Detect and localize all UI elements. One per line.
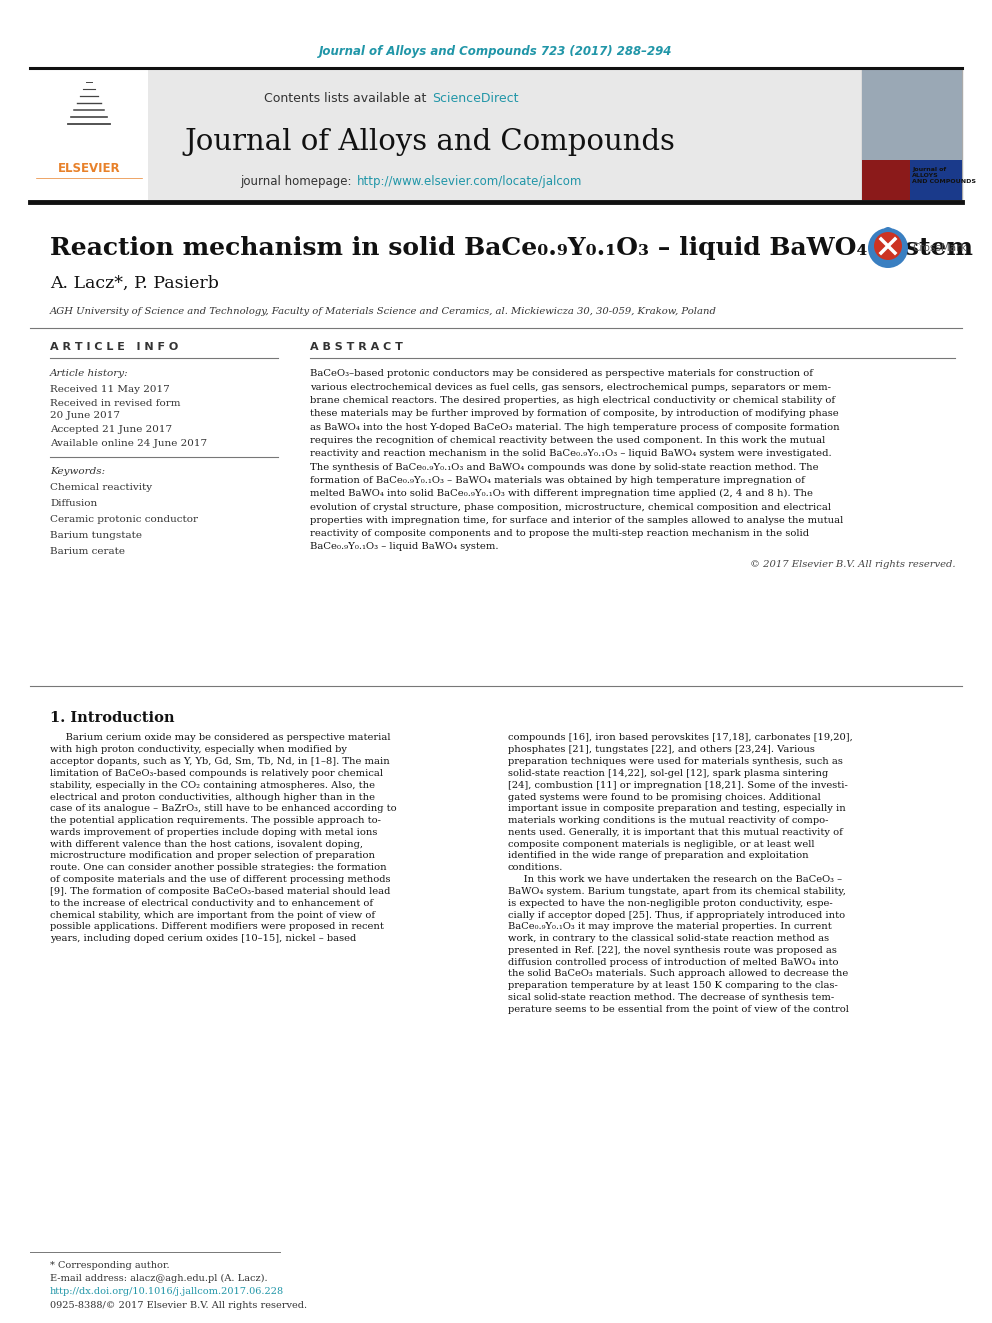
- Text: conditions.: conditions.: [508, 864, 563, 872]
- Text: journal homepage:: journal homepage:: [240, 176, 355, 188]
- Text: AGH University of Science and Technology, Faculty of Materials Science and Ceram: AGH University of Science and Technology…: [50, 307, 717, 316]
- Text: chemical stability, which are important from the point of view of: chemical stability, which are important …: [50, 910, 375, 919]
- Text: 20 June 2017: 20 June 2017: [50, 411, 120, 421]
- Text: preparation techniques were used for materials synthesis, such as: preparation techniques were used for mat…: [508, 757, 843, 766]
- Circle shape: [874, 232, 902, 261]
- Text: brane chemical reactors. The desired properties, as high electrical conductivity: brane chemical reactors. The desired pro…: [310, 396, 835, 405]
- Text: case of its analogue – BaZrO₃, still have to be enhanced according to: case of its analogue – BaZrO₃, still hav…: [50, 804, 397, 814]
- Text: work, in contrary to the classical solid-state reaction method as: work, in contrary to the classical solid…: [508, 934, 829, 943]
- Text: with high proton conductivity, especially when modified by: with high proton conductivity, especiall…: [50, 745, 347, 754]
- Text: Keywords:: Keywords:: [50, 467, 105, 476]
- Text: BaWO₄ system. Barium tungstate, apart from its chemical stability,: BaWO₄ system. Barium tungstate, apart fr…: [508, 886, 846, 896]
- Text: gated systems were found to be promising choices. Additional: gated systems were found to be promising…: [508, 792, 820, 802]
- Text: Diffusion: Diffusion: [50, 500, 97, 508]
- Text: possible applications. Different modifiers were proposed in recent: possible applications. Different modifie…: [50, 922, 384, 931]
- Text: Barium cerate: Barium cerate: [50, 548, 125, 557]
- Text: electrical and proton conductivities, although higher than in the: electrical and proton conductivities, al…: [50, 792, 375, 802]
- Text: properties with impregnation time, for surface and interior of the samples allow: properties with impregnation time, for s…: [310, 516, 843, 525]
- Text: these materials may be further improved by formation of composite, by introducti: these materials may be further improved …: [310, 409, 839, 418]
- Text: Barium cerium oxide may be considered as perspective material: Barium cerium oxide may be considered as…: [50, 733, 391, 742]
- Text: Journal of Alloys and Compounds: Journal of Alloys and Compounds: [185, 128, 676, 156]
- Text: cially if acceptor doped [25]. Thus, if appropriately introduced into: cially if acceptor doped [25]. Thus, if …: [508, 910, 845, 919]
- Text: diffusion controlled process of introduction of melted BaWO₄ into: diffusion controlled process of introduc…: [508, 958, 838, 967]
- Text: perature seems to be essential from the point of view of the control: perature seems to be essential from the …: [508, 1005, 849, 1013]
- Text: the solid BaCeO₃ materials. Such approach allowed to decrease the: the solid BaCeO₃ materials. Such approac…: [508, 970, 848, 979]
- Text: A B S T R A C T: A B S T R A C T: [310, 343, 403, 352]
- Text: * Corresponding author.: * Corresponding author.: [50, 1261, 170, 1270]
- Text: melted BaWO₄ into solid BaCe₀.₉Y₀.₁O₃ with different impregnation time applied (: melted BaWO₄ into solid BaCe₀.₉Y₀.₁O₃ wi…: [310, 490, 813, 499]
- Bar: [862, 67, 962, 160]
- Bar: [862, 160, 910, 200]
- Text: to the increase of electrical conductivity and to enhancement of: to the increase of electrical conductivi…: [50, 898, 373, 908]
- Text: The synthesis of BaCe₀.₉Y₀.₁O₃ and BaWO₄ compounds was done by solid-state react: The synthesis of BaCe₀.₉Y₀.₁O₃ and BaWO₄…: [310, 463, 818, 471]
- Text: evolution of crystal structure, phase composition, microstructure, chemical comp: evolution of crystal structure, phase co…: [310, 503, 831, 512]
- Circle shape: [868, 228, 908, 269]
- Text: reactivity and reaction mechanism in the solid BaCe₀.₉Y₀.₁O₃ – liquid BaWO₄ syst: reactivity and reaction mechanism in the…: [310, 450, 831, 458]
- Text: presented in Ref. [22], the novel synthesis route was proposed as: presented in Ref. [22], the novel synthe…: [508, 946, 837, 955]
- Text: the potential application requirements. The possible approach to-: the potential application requirements. …: [50, 816, 381, 826]
- Bar: [30, 67, 862, 200]
- Bar: [910, 160, 962, 200]
- Text: Contents lists available at: Contents lists available at: [264, 91, 430, 105]
- Text: 1. Introduction: 1. Introduction: [50, 710, 175, 725]
- Text: limitation of BaCeO₃-based compounds is relatively poor chemical: limitation of BaCeO₃-based compounds is …: [50, 769, 383, 778]
- Text: materials working conditions is the mutual reactivity of compo-: materials working conditions is the mutu…: [508, 816, 828, 826]
- Bar: [30, 67, 148, 200]
- Text: 0925-8388/© 2017 Elsevier B.V. All rights reserved.: 0925-8388/© 2017 Elsevier B.V. All right…: [50, 1301, 308, 1310]
- Text: microstructure modification and proper selection of preparation: microstructure modification and proper s…: [50, 852, 375, 860]
- Text: various electrochemical devices as fuel cells, gas sensors, electrochemical pump: various electrochemical devices as fuel …: [310, 382, 831, 392]
- Text: solid-state reaction [14,22], sol-gel [12], spark plasma sintering: solid-state reaction [14,22], sol-gel [1…: [508, 769, 828, 778]
- Text: Reaction mechanism in solid BaCe₀.₉Y₀.₁O₃ – liquid BaWO₄ system: Reaction mechanism in solid BaCe₀.₉Y₀.₁O…: [50, 235, 973, 261]
- Text: http://dx.doi.org/10.1016/j.jallcom.2017.06.228: http://dx.doi.org/10.1016/j.jallcom.2017…: [50, 1287, 284, 1297]
- Text: identified in the wide range of preparation and exploitation: identified in the wide range of preparat…: [508, 852, 808, 860]
- Text: ScienceDirect: ScienceDirect: [432, 91, 519, 105]
- Text: requires the recognition of chemical reactivity between the used component. In t: requires the recognition of chemical rea…: [310, 437, 825, 445]
- Text: In this work we have undertaken the research on the BaCeO₃ –: In this work we have undertaken the rese…: [508, 875, 842, 884]
- Text: Journal of Alloys and Compounds 723 (2017) 288–294: Journal of Alloys and Compounds 723 (201…: [319, 45, 673, 58]
- Text: Chemical reactivity: Chemical reactivity: [50, 483, 152, 492]
- Text: acceptor dopants, such as Y, Yb, Gd, Sm, Tb, Nd, in [1–8]. The main: acceptor dopants, such as Y, Yb, Gd, Sm,…: [50, 757, 390, 766]
- Text: CrossMark: CrossMark: [912, 243, 966, 253]
- Text: Received 11 May 2017: Received 11 May 2017: [50, 385, 170, 393]
- Text: composite component materials is negligible, or at least well: composite component materials is negligi…: [508, 840, 814, 848]
- Text: wards improvement of properties include doping with metal ions: wards improvement of properties include …: [50, 828, 377, 837]
- Text: sical solid-state reaction method. The decrease of synthesis tem-: sical solid-state reaction method. The d…: [508, 994, 834, 1002]
- Text: of composite materials and the use of different processing methods: of composite materials and the use of di…: [50, 875, 391, 884]
- Text: compounds [16], iron based perovskites [17,18], carbonates [19,20],: compounds [16], iron based perovskites […: [508, 733, 853, 742]
- Text: with different valence than the host cations, isovalent doping,: with different valence than the host cat…: [50, 840, 363, 848]
- Text: as BaWO₄ into the host Y-doped BaCeO₃ material. The high temperature process of : as BaWO₄ into the host Y-doped BaCeO₃ ma…: [310, 423, 839, 431]
- Text: E-mail address: alacz@agh.edu.pl (A. Lacz).: E-mail address: alacz@agh.edu.pl (A. Lac…: [50, 1274, 268, 1282]
- Text: A R T I C L E   I N F O: A R T I C L E I N F O: [50, 343, 179, 352]
- Text: ELSEVIER: ELSEVIER: [58, 161, 120, 175]
- Circle shape: [883, 228, 893, 237]
- Text: phosphates [21], tungstates [22], and others [23,24]. Various: phosphates [21], tungstates [22], and ot…: [508, 745, 814, 754]
- Text: Available online 24 June 2017: Available online 24 June 2017: [50, 439, 207, 448]
- Text: important issue in composite preparation and testing, especially in: important issue in composite preparation…: [508, 804, 846, 814]
- Text: Journal of
ALLOYS
AND COMPOUNDS: Journal of ALLOYS AND COMPOUNDS: [912, 167, 976, 184]
- Text: nents used. Generally, it is important that this mutual reactivity of: nents used. Generally, it is important t…: [508, 828, 843, 837]
- Text: Accepted 21 June 2017: Accepted 21 June 2017: [50, 426, 173, 434]
- Text: route. One can consider another possible strategies: the formation: route. One can consider another possible…: [50, 864, 387, 872]
- Text: A. Lacz*, P. Pasierb: A. Lacz*, P. Pasierb: [50, 274, 219, 291]
- Text: BaCeO₃–based protonic conductors may be considered as perspective materials for : BaCeO₃–based protonic conductors may be …: [310, 369, 813, 378]
- Text: stability, especially in the CO₂ containing atmospheres. Also, the: stability, especially in the CO₂ contain…: [50, 781, 375, 790]
- Text: © 2017 Elsevier B.V. All rights reserved.: © 2017 Elsevier B.V. All rights reserved…: [750, 560, 955, 569]
- Text: reactivity of composite components and to propose the multi-step reaction mechan: reactivity of composite components and t…: [310, 529, 809, 538]
- Text: Barium tungstate: Barium tungstate: [50, 532, 142, 541]
- Text: BaCe₀.₉Y₀.₁O₃ it may improve the material properties. In current: BaCe₀.₉Y₀.₁O₃ it may improve the materia…: [508, 922, 831, 931]
- Text: formation of BaCe₀.₉Y₀.₁O₃ – BaWO₄ materials was obtained by high temperature im: formation of BaCe₀.₉Y₀.₁O₃ – BaWO₄ mater…: [310, 476, 805, 486]
- Text: is expected to have the non-negligible proton conductivity, espe-: is expected to have the non-negligible p…: [508, 898, 832, 908]
- Text: Ceramic protonic conductor: Ceramic protonic conductor: [50, 516, 198, 524]
- Text: years, including doped cerium oxides [10–15], nickel – based: years, including doped cerium oxides [10…: [50, 934, 356, 943]
- Text: [9]. The formation of composite BaCeO₃-based material should lead: [9]. The formation of composite BaCeO₃-b…: [50, 886, 391, 896]
- Text: Received in revised form: Received in revised form: [50, 398, 181, 407]
- Text: [24], combustion [11] or impregnation [18,21]. Some of the investi-: [24], combustion [11] or impregnation [1…: [508, 781, 848, 790]
- Text: http://www.elsevier.com/locate/jalcom: http://www.elsevier.com/locate/jalcom: [357, 176, 582, 188]
- Bar: [862, 67, 962, 200]
- Text: Article history:: Article history:: [50, 369, 129, 378]
- Text: preparation temperature by at least 150 K comparing to the clas-: preparation temperature by at least 150 …: [508, 982, 838, 991]
- Text: BaCe₀.₉Y₀.₁O₃ – liquid BaWO₄ system.: BaCe₀.₉Y₀.₁O₃ – liquid BaWO₄ system.: [310, 542, 499, 552]
